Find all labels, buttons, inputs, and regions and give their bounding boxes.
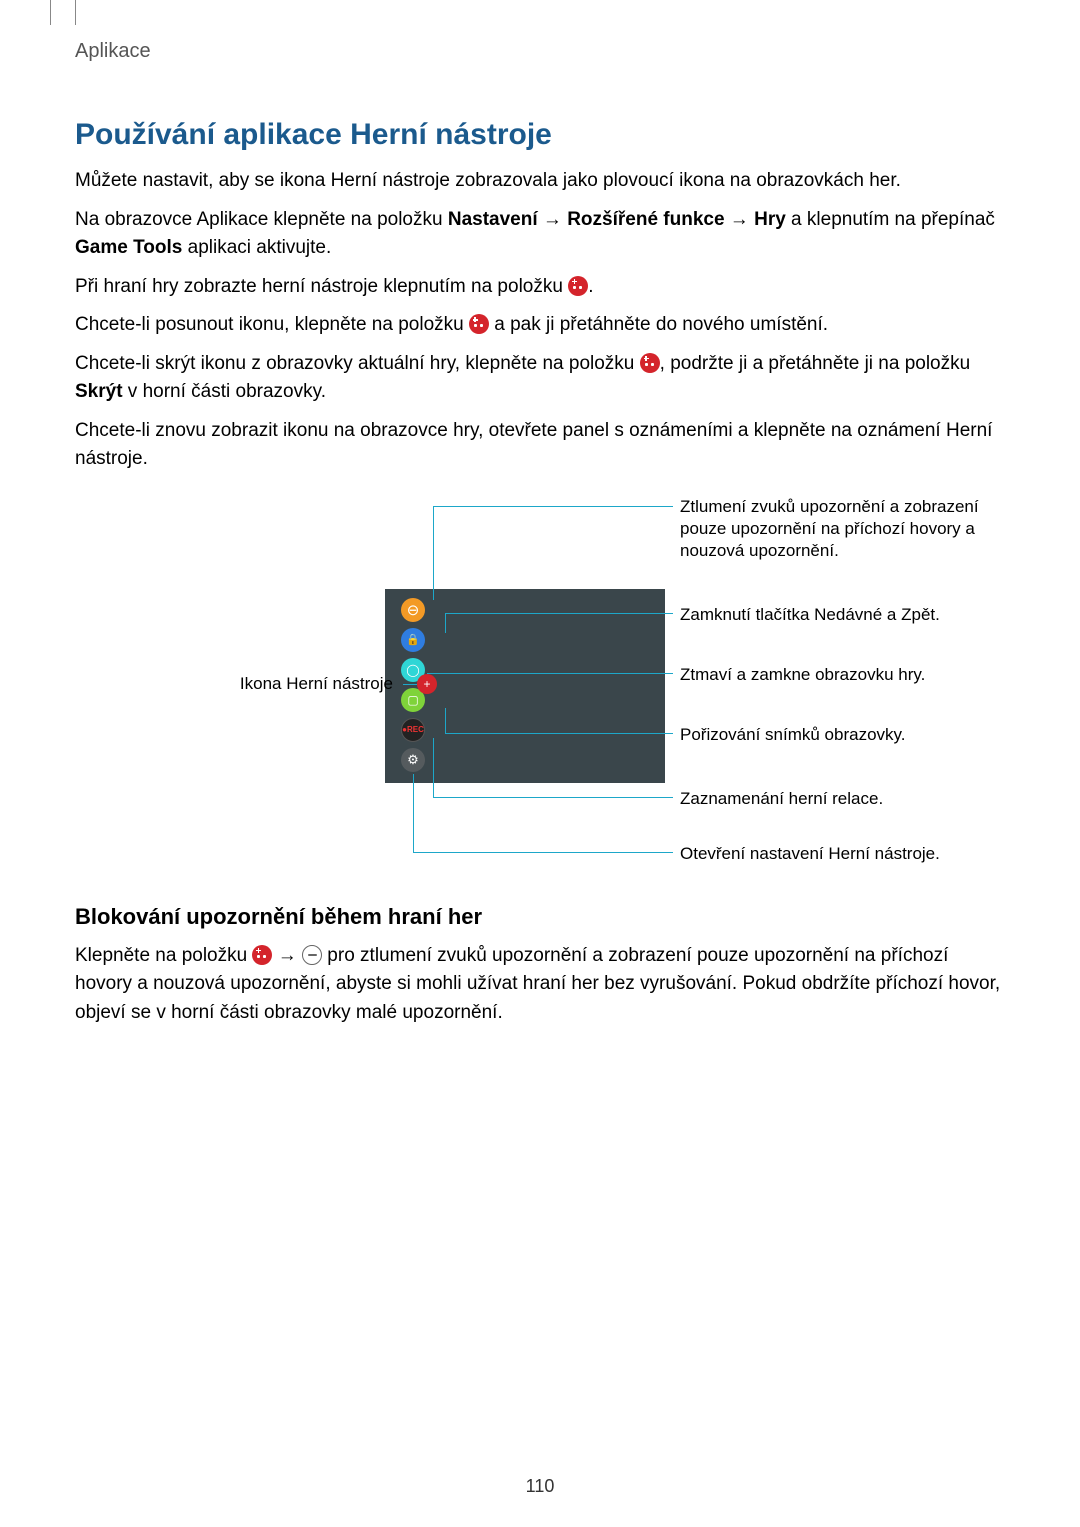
text: a pak ji přetáhněte do nového umístění. [489, 314, 828, 335]
callout-left: Ikona Herní nástroje [240, 674, 393, 694]
game-tools-icon [417, 674, 437, 694]
text: , podržte ji a přetáhněte ji na položku [660, 353, 971, 374]
restore-icon-paragraph: Chcete-li znovu zobrazit ikonu na obrazo… [75, 417, 1005, 474]
toggle-game-tools: Game Tools [75, 237, 182, 258]
page-title: Používání aplikace Herní nástroje [75, 118, 1005, 152]
section-header: Aplikace [75, 40, 1005, 63]
hide-label: Skrýt [75, 381, 123, 402]
text: aplikaci aktivujte. [182, 237, 331, 258]
text: Klepněte na položku [75, 945, 252, 966]
mute-icon [401, 598, 425, 622]
text: → [538, 209, 568, 230]
game-tools-diagram: Ikona Herní nástroje Ztlumení zvuků upoz… [75, 494, 1005, 874]
text: Chcete-li posunout ikonu, klepněte na po… [75, 314, 469, 335]
hide-icon-paragraph: Chcete-li skrýt ikonu z obrazovky aktuál… [75, 350, 1005, 407]
callout-screenshot: Pořizování snímků obrazovky. [680, 724, 906, 746]
text: Chcete-li skrýt ikonu z obrazovky aktuál… [75, 353, 640, 374]
nav-advanced: Rozšířené funkce [567, 209, 724, 230]
callout-mute: Ztlumení zvuků upozornění a zobrazení po… [680, 496, 990, 562]
move-icon-paragraph: Chcete-li posunout ikonu, klepněte na po… [75, 311, 1005, 340]
setup-paragraph: Na obrazovce Aplikace klepněte na položk… [75, 206, 1005, 263]
section-subtitle: Blokování upozornění během hraní her [75, 904, 1005, 930]
text: Při hraní hry zobrazte herní nástroje kl… [75, 276, 568, 297]
text: v horní části obrazovky. [123, 381, 326, 402]
game-tools-icon [252, 945, 272, 965]
record-icon [401, 718, 425, 742]
page-number: 110 [0, 1476, 1080, 1497]
game-tools-icon [640, 353, 660, 373]
callout-record: Zaznamenání herní relace. [680, 788, 883, 810]
gear-icon [401, 748, 425, 772]
text: a klepnutím na přepínač [786, 209, 995, 230]
text: → [725, 209, 755, 230]
lock-icon [401, 628, 425, 652]
mute-outline-icon [302, 945, 322, 965]
text: → [272, 945, 302, 966]
nav-games: Hry [754, 209, 786, 230]
text: . [588, 276, 593, 297]
block-notifications-paragraph: Klepněte na položku → pro ztlumení zvuků… [75, 942, 1005, 1028]
intro-paragraph: Můžete nastavit, aby se ikona Herní nást… [75, 167, 1005, 196]
game-tools-icon [469, 314, 489, 334]
game-tools-icon [568, 276, 588, 296]
callout-dim: Ztmaví a zamkne obrazovku hry. [680, 664, 925, 686]
callout-settings: Otevření nastavení Herní nástroje. [680, 843, 940, 865]
show-tools-paragraph: Při hraní hry zobrazte herní nástroje kl… [75, 273, 1005, 302]
nav-settings: Nastavení [448, 209, 538, 230]
text: Na obrazovce Aplikace klepněte na položk… [75, 209, 448, 230]
callout-lock: Zamknutí tlačítka Nedávné a Zpět. [680, 604, 940, 626]
